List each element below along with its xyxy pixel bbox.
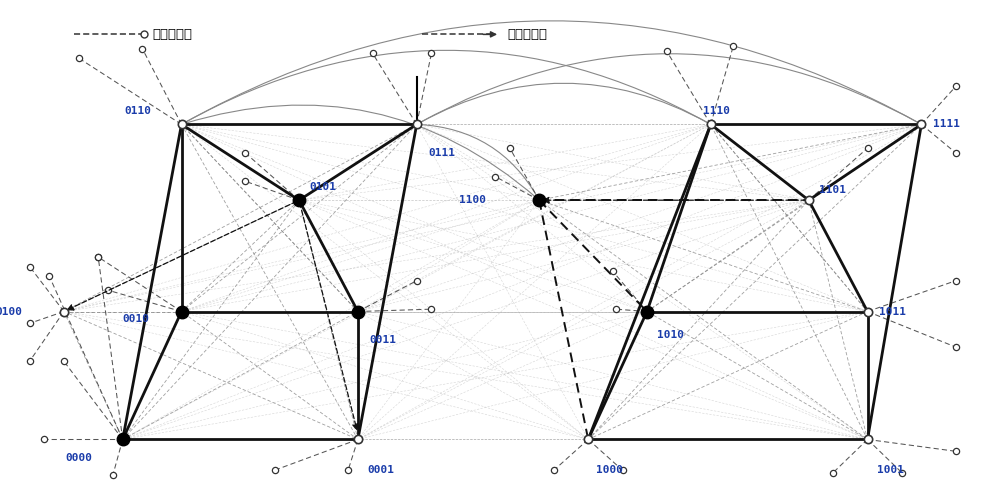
Text: 0111: 0111 xyxy=(428,148,455,158)
Text: 0110: 0110 xyxy=(125,106,152,116)
Text: ：正向跨度: ：正向跨度 xyxy=(152,28,192,41)
Text: 1110: 1110 xyxy=(703,106,730,116)
Text: 0100: 0100 xyxy=(0,306,22,317)
Text: 1011: 1011 xyxy=(879,307,906,318)
Text: 0000: 0000 xyxy=(66,454,93,463)
Text: ：负向跨度: ：负向跨度 xyxy=(508,28,548,41)
Text: 0001: 0001 xyxy=(368,465,395,475)
Text: 0101: 0101 xyxy=(309,182,336,192)
Text: 1111: 1111 xyxy=(933,119,960,130)
Text: 0010: 0010 xyxy=(123,313,150,324)
Text: 1100: 1100 xyxy=(459,195,486,205)
Text: 1101: 1101 xyxy=(818,185,846,195)
Text: 1000: 1000 xyxy=(596,465,623,475)
Text: 0011: 0011 xyxy=(370,335,397,345)
Text: 1010: 1010 xyxy=(657,330,684,340)
Text: 1001: 1001 xyxy=(877,465,904,475)
